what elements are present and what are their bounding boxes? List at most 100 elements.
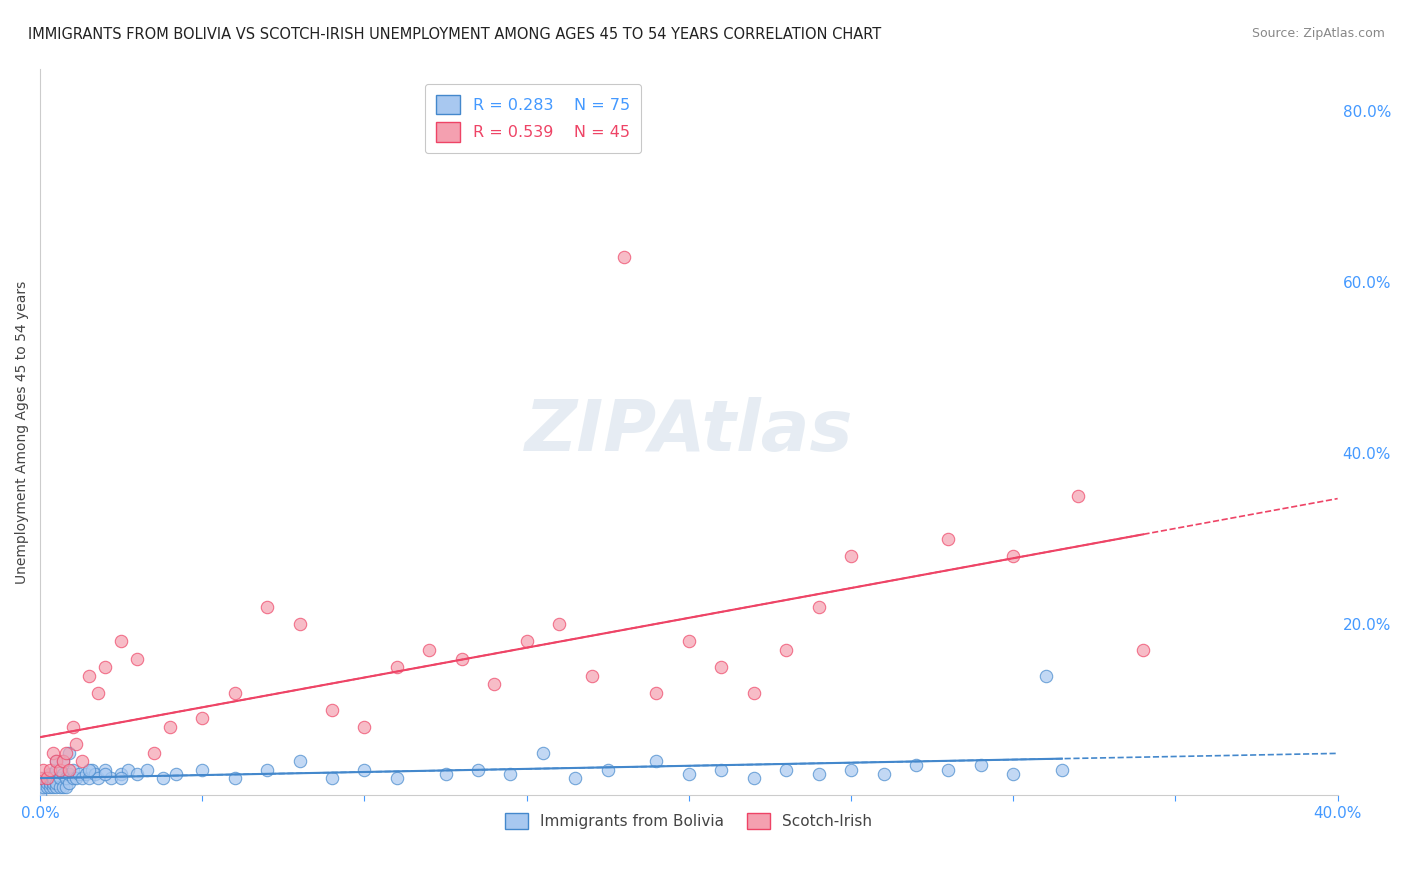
Legend: Immigrants from Bolivia, Scotch-Irish: Immigrants from Bolivia, Scotch-Irish bbox=[499, 806, 879, 835]
Point bbox=[67, 767, 90, 781]
Point bbox=[516, 634, 538, 648]
Point bbox=[48, 772, 70, 786]
Point bbox=[45, 754, 67, 768]
Point bbox=[80, 763, 103, 777]
Point bbox=[72, 754, 94, 768]
Point bbox=[38, 772, 60, 786]
Point bbox=[256, 600, 278, 615]
Point bbox=[839, 549, 862, 563]
Point bbox=[385, 660, 408, 674]
Point bbox=[72, 772, 94, 786]
Point bbox=[65, 737, 87, 751]
Point bbox=[499, 767, 522, 781]
Point bbox=[1002, 767, 1025, 781]
Point bbox=[224, 772, 246, 786]
Point bbox=[904, 758, 927, 772]
Point bbox=[938, 532, 960, 546]
Point bbox=[35, 772, 58, 786]
Point bbox=[117, 763, 139, 777]
Point bbox=[55, 780, 77, 794]
Point bbox=[191, 711, 214, 725]
Point bbox=[127, 651, 149, 665]
Point bbox=[775, 763, 797, 777]
Point bbox=[531, 746, 554, 760]
Text: Source: ZipAtlas.com: Source: ZipAtlas.com bbox=[1251, 27, 1385, 40]
Point bbox=[467, 763, 489, 777]
Point bbox=[710, 763, 733, 777]
Point bbox=[42, 746, 65, 760]
Point bbox=[872, 767, 894, 781]
Point bbox=[450, 651, 472, 665]
Point bbox=[62, 772, 84, 786]
Point bbox=[35, 780, 58, 794]
Y-axis label: Unemployment Among Ages 45 to 54 years: Unemployment Among Ages 45 to 54 years bbox=[15, 280, 30, 583]
Point bbox=[52, 767, 75, 781]
Point bbox=[191, 763, 214, 777]
Point bbox=[58, 746, 80, 760]
Point bbox=[87, 686, 110, 700]
Point bbox=[100, 772, 122, 786]
Point bbox=[42, 775, 65, 789]
Point bbox=[110, 767, 132, 781]
Point bbox=[42, 772, 65, 786]
Point bbox=[645, 754, 668, 768]
Point bbox=[288, 754, 311, 768]
Point bbox=[839, 763, 862, 777]
Point bbox=[127, 767, 149, 781]
Point bbox=[48, 763, 70, 777]
Point bbox=[38, 775, 60, 789]
Point bbox=[970, 758, 993, 772]
Point bbox=[48, 780, 70, 794]
Point bbox=[55, 746, 77, 760]
Point bbox=[45, 780, 67, 794]
Point bbox=[224, 686, 246, 700]
Point bbox=[1035, 668, 1057, 682]
Point bbox=[52, 754, 75, 768]
Point bbox=[353, 720, 375, 734]
Point bbox=[75, 767, 97, 781]
Point bbox=[38, 780, 60, 794]
Point bbox=[256, 763, 278, 777]
Point bbox=[45, 763, 67, 777]
Point bbox=[77, 772, 100, 786]
Point bbox=[84, 767, 107, 781]
Point bbox=[35, 772, 58, 786]
Text: ZIPAtlas: ZIPAtlas bbox=[524, 398, 853, 467]
Point bbox=[353, 763, 375, 777]
Point bbox=[38, 763, 60, 777]
Point bbox=[613, 250, 636, 264]
Point bbox=[596, 763, 619, 777]
Point bbox=[94, 660, 117, 674]
Point bbox=[30, 789, 52, 803]
Point bbox=[42, 780, 65, 794]
Point bbox=[58, 767, 80, 781]
Point bbox=[58, 775, 80, 789]
Point bbox=[94, 763, 117, 777]
Point bbox=[288, 617, 311, 632]
Point bbox=[548, 617, 571, 632]
Text: IMMIGRANTS FROM BOLIVIA VS SCOTCH-IRISH UNEMPLOYMENT AMONG AGES 45 TO 54 YEARS C: IMMIGRANTS FROM BOLIVIA VS SCOTCH-IRISH … bbox=[28, 27, 882, 42]
Point bbox=[938, 763, 960, 777]
Point bbox=[32, 763, 55, 777]
Point bbox=[110, 772, 132, 786]
Point bbox=[65, 772, 87, 786]
Point bbox=[807, 600, 830, 615]
Point bbox=[775, 643, 797, 657]
Point bbox=[35, 775, 58, 789]
Point bbox=[142, 746, 165, 760]
Point bbox=[1050, 763, 1073, 777]
Point bbox=[385, 772, 408, 786]
Point bbox=[52, 780, 75, 794]
Point bbox=[710, 660, 733, 674]
Point bbox=[77, 763, 100, 777]
Point bbox=[45, 754, 67, 768]
Point bbox=[30, 772, 52, 786]
Point bbox=[742, 686, 765, 700]
Point bbox=[159, 720, 181, 734]
Point bbox=[645, 686, 668, 700]
Point bbox=[321, 772, 343, 786]
Point bbox=[38, 767, 60, 781]
Point bbox=[52, 754, 75, 768]
Point bbox=[136, 763, 159, 777]
Point bbox=[77, 668, 100, 682]
